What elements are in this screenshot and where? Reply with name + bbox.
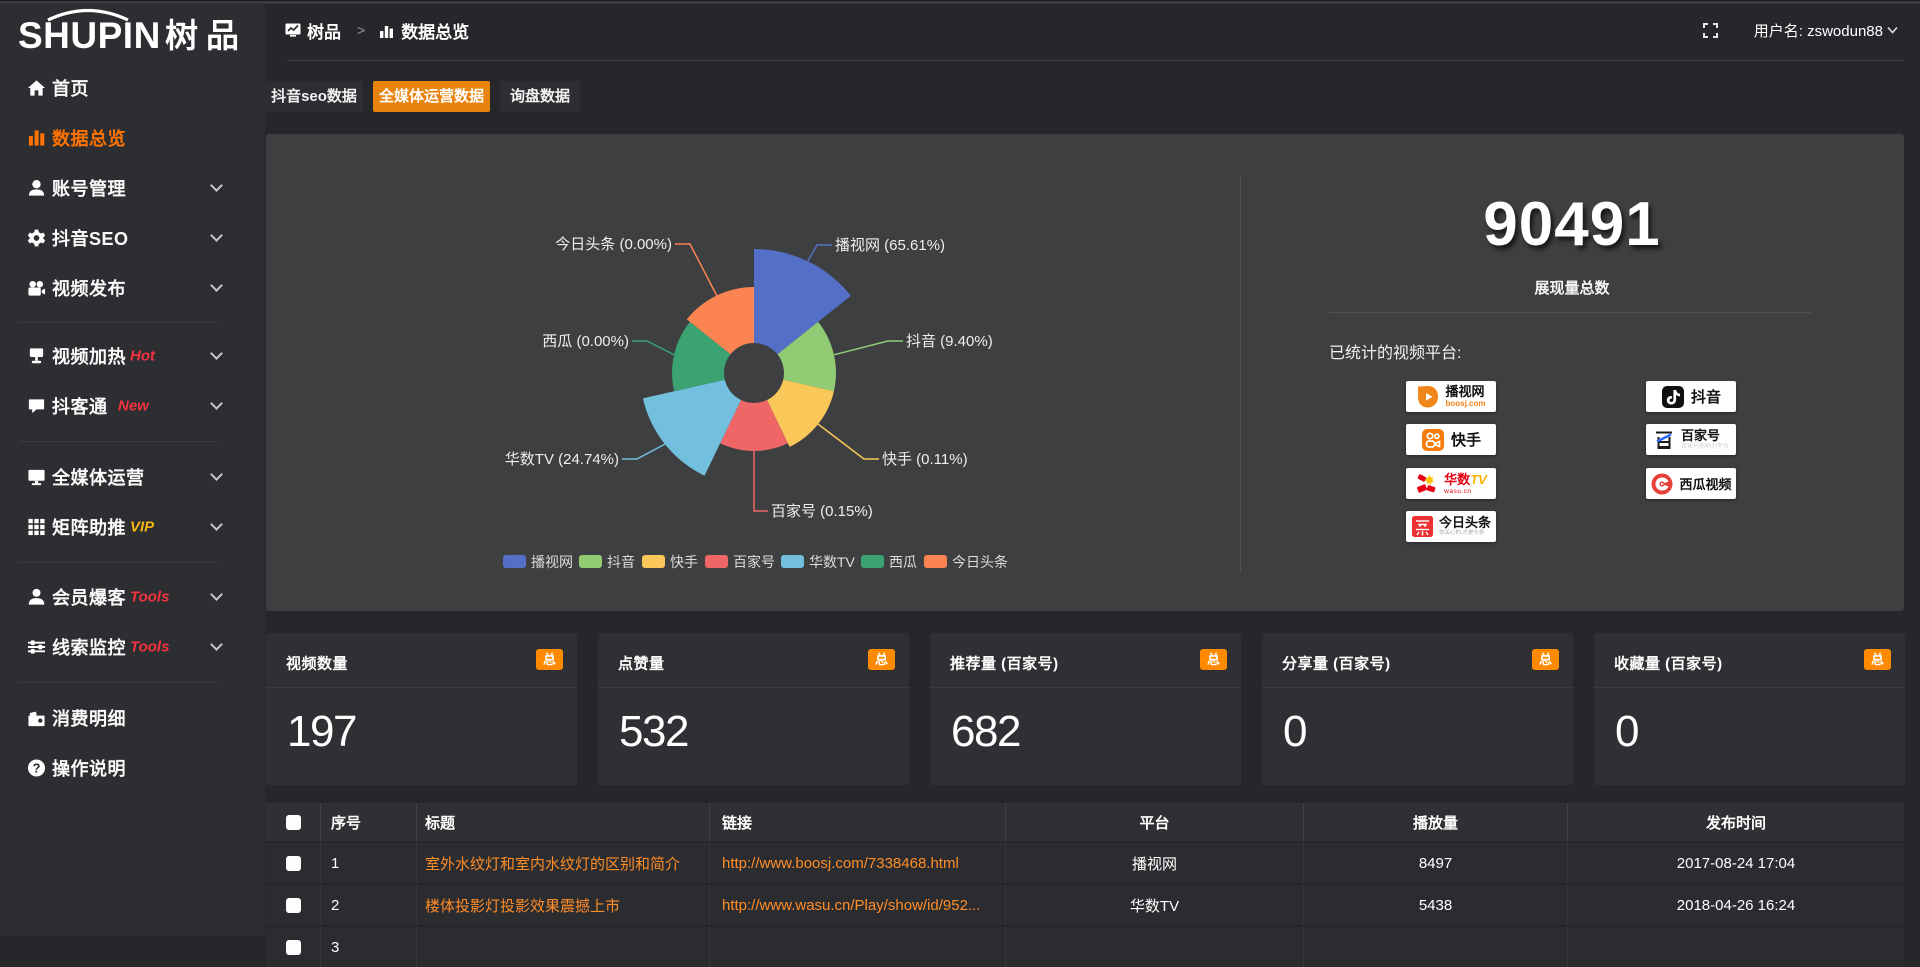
- svg-text:今日头条 (0.00%): 今日头条 (0.00%): [555, 236, 672, 253]
- svg-text:华数TV: 华数TV: [809, 554, 856, 570]
- svg-text:西瓜 (0.00%): 西瓜 (0.00%): [542, 333, 629, 350]
- svg-text:SHUPIN: SHUPIN: [18, 15, 161, 54]
- svg-text:百家号: 百家号: [733, 554, 775, 570]
- svg-text:西瓜: 西瓜: [889, 554, 917, 570]
- svg-text:播视网 (65.61%): 播视网 (65.61%): [835, 237, 945, 254]
- svg-text:抖音 (9.40%): 抖音 (9.40%): [906, 333, 993, 350]
- svg-text:树品: 树品: [165, 17, 247, 54]
- svg-text:百家号 (0.15%): 百家号 (0.15%): [771, 503, 873, 520]
- svg-text:华数TV (24.74%): 华数TV (24.74%): [505, 451, 619, 468]
- svg-text:快手 (0.11%): 快手 (0.11%): [882, 451, 968, 468]
- svg-text:播视网: 播视网: [531, 554, 573, 570]
- svg-text:快手: 快手: [670, 554, 698, 570]
- svg-text:抖音: 抖音: [607, 554, 635, 570]
- svg-text:今日头条: 今日头条: [952, 554, 1008, 570]
- svg-text:?: ?: [33, 760, 41, 775]
